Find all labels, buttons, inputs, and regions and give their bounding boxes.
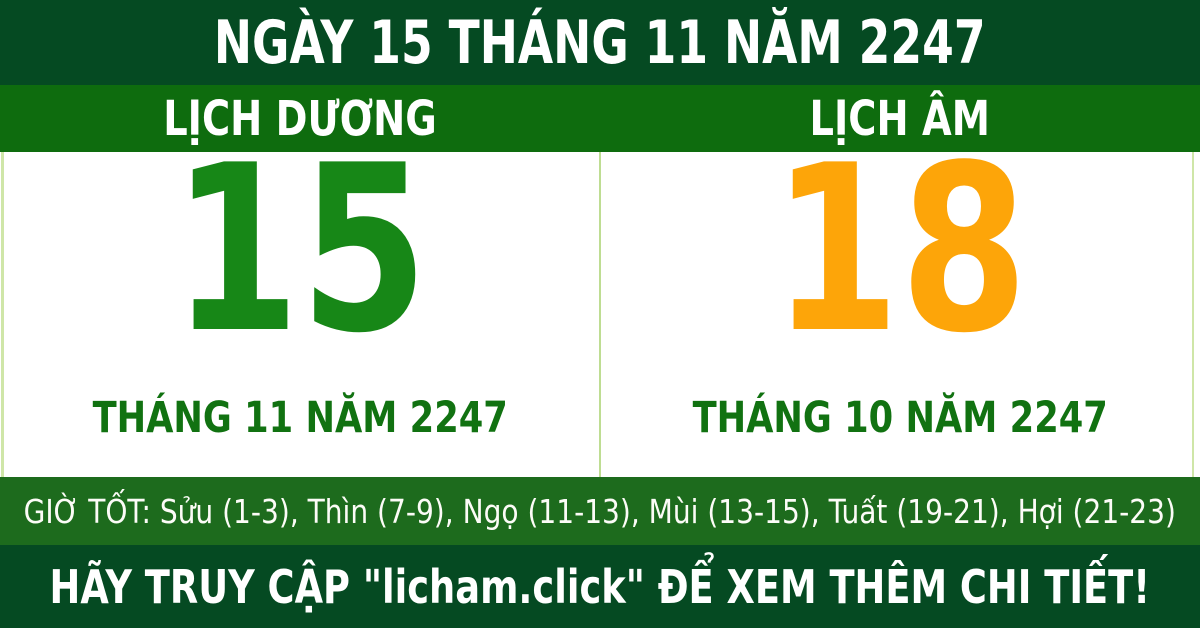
- solar-day-number: 15: [171, 117, 429, 384]
- footer-banner: HÃY TRUY CẬP "licham.click" ĐỂ XEM THÊM …: [0, 545, 1200, 628]
- date-banner-title: NGÀY 15 THÁNG 11 NĂM 2247: [214, 7, 986, 78]
- column-divider: [599, 152, 601, 477]
- left-edge-border: [1, 152, 4, 477]
- lunar-month-year: THÁNG 10 NĂM 2247: [692, 393, 1108, 443]
- lunar-day-number: 18: [771, 117, 1029, 384]
- footer-call-to-action: HÃY TRUY CẬP "licham.click" ĐỂ XEM THÊM …: [49, 559, 1151, 614]
- lunar-column-header: LỊCH ÂM: [600, 85, 1200, 152]
- calendar-body: 15 THÁNG 11 NĂM 2247 18 THÁNG 10 NĂM 224…: [0, 136, 1200, 477]
- lunar-header-label: LỊCH ÂM: [809, 90, 991, 147]
- solar-month-year: THÁNG 11 NĂM 2247: [92, 393, 508, 443]
- right-edge-border: [1192, 152, 1194, 477]
- good-hours-bar: GIỜ TỐT: Sửu (1-3), Thìn (7-9), Ngọ (11-…: [0, 477, 1200, 545]
- solar-day-panel: 15 THÁNG 11 NĂM 2247: [0, 136, 600, 477]
- calendar-column-headers: LỊCH DƯƠNG LỊCH ÂM: [0, 85, 1200, 152]
- good-hours-text: GIỜ TỐT: Sửu (1-3), Thìn (7-9), Ngọ (11-…: [23, 491, 1177, 531]
- date-banner: NGÀY 15 THÁNG 11 NĂM 2247: [0, 0, 1200, 85]
- lunar-day-panel: 18 THÁNG 10 NĂM 2247: [600, 136, 1200, 477]
- solar-column-header: LỊCH DƯƠNG: [0, 85, 600, 152]
- solar-header-label: LỊCH DƯƠNG: [163, 90, 437, 147]
